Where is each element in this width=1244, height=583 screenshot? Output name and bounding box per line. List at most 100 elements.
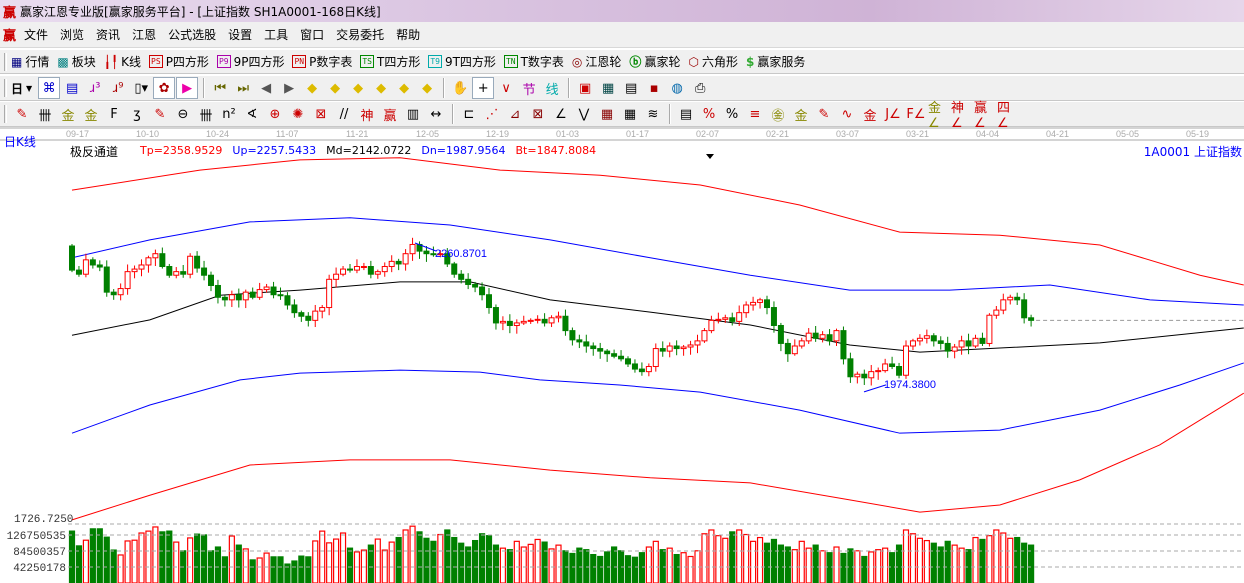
shrink-icon[interactable]: ◆ xyxy=(376,80,387,96)
section-icon[interactable]: 节 xyxy=(522,82,536,98)
menu-item[interactable]: 江恩 xyxy=(132,28,157,42)
table-icon[interactable]: ▤ xyxy=(679,106,693,122)
move-left-icon[interactable]: ◆ xyxy=(307,80,318,96)
grid-lines-icon[interactable]: 卌 xyxy=(38,108,52,124)
toolbar-button[interactable]: TN T数字表 xyxy=(503,53,564,70)
expand-h-icon[interactable]: ◆ xyxy=(353,80,364,96)
toolbar-button[interactable]: ⬡ 六角形 xyxy=(688,53,738,70)
toolbar-grip[interactable] xyxy=(4,79,7,97)
wave-icon[interactable]: ⋁ xyxy=(578,106,590,122)
toolbar-grip[interactable] xyxy=(4,52,7,71)
move-right-icon[interactable]: ◆ xyxy=(330,80,341,96)
toolbar-button[interactable]: ⓑ 赢家轮 xyxy=(629,53,680,70)
ruler-icon[interactable]: ▥ xyxy=(406,106,420,122)
percent-icon[interactable]: % xyxy=(725,106,739,122)
box-icon[interactable]: ⊠ xyxy=(315,106,327,122)
four-fan-icon[interactable]: 四∠ xyxy=(997,101,1011,131)
win-fan-icon[interactable]: 赢∠ xyxy=(974,101,988,131)
pct-levels-icon[interactable]: ≡ xyxy=(749,106,761,122)
square-icon[interactable]: n² xyxy=(222,106,236,122)
circle-icon[interactable]: ⊖ xyxy=(177,106,189,122)
toolbar-button[interactable]: $ 赢家服务 xyxy=(746,53,805,70)
god-fan-icon[interactable]: 神∠ xyxy=(951,101,965,131)
kline-chart[interactable]: 09-17 10-10 10-24 11-07 11-21 12-05 12-19 01-03… xyxy=(0,127,1244,583)
print-icon[interactable]: ⎙ xyxy=(694,80,706,96)
measure-icon[interactable]: ↔ xyxy=(430,106,442,122)
candle-type-icon[interactable]: ▯▾ xyxy=(134,80,149,96)
fib-icon[interactable]: F xyxy=(110,106,118,122)
indicator-3-icon[interactable]: ɹ³ xyxy=(89,80,101,96)
menu-item[interactable]: 工具 xyxy=(264,28,289,42)
menu-logo-icon[interactable]: 赢 xyxy=(3,29,17,44)
j-fan-icon[interactable]: J∠ xyxy=(885,106,901,122)
menu-item[interactable]: 文件 xyxy=(24,28,49,42)
overlay-icon[interactable]: ⌘ xyxy=(38,77,61,99)
gold-fan-icon[interactable]: 金∠ xyxy=(928,101,942,131)
gold-circle-icon[interactable]: ㊎ xyxy=(771,108,785,124)
web-icon[interactable]: ✺ xyxy=(292,106,304,122)
win-icon[interactable]: 赢 xyxy=(383,108,397,124)
gann-box-icon[interactable]: ⊠ xyxy=(532,106,544,122)
grid-2-icon[interactable]: ▦ xyxy=(623,106,637,122)
hatch-icon[interactable]: ≋ xyxy=(647,106,659,122)
gold-ratio-icon[interactable]: 金 xyxy=(61,108,75,124)
fan-box-icon[interactable]: ⊿ xyxy=(509,106,521,122)
zoom-in-icon[interactable]: ◆ xyxy=(399,80,410,96)
expand-v-icon[interactable]: ◆ xyxy=(422,80,433,96)
toolbar-grip[interactable] xyxy=(4,105,7,123)
menu-item[interactable]: 浏览 xyxy=(60,28,85,42)
toolbar-button[interactable]: PS P四方形 xyxy=(149,53,209,70)
menu-item[interactable]: 窗口 xyxy=(300,28,325,42)
angle-icon[interactable]: ∢ xyxy=(246,106,258,122)
f-fan-icon[interactable]: F∠ xyxy=(906,106,926,122)
calculator-icon[interactable]: ▦ xyxy=(602,80,615,96)
spiral-icon[interactable]: ʒ xyxy=(133,106,141,122)
gold-line-icon[interactable]: 金 xyxy=(863,108,877,124)
pivot-icon[interactable]: ∨ xyxy=(501,80,511,96)
hand-icon[interactable]: ✋ xyxy=(452,80,469,96)
save-icon[interactable]: ▪ xyxy=(649,80,659,96)
flag-icon[interactable]: ▶ xyxy=(176,77,199,99)
target-icon[interactable]: ⊕ xyxy=(269,106,281,122)
next-icon[interactable]: ▶ xyxy=(284,80,295,96)
sine-icon[interactable]: ∿ xyxy=(841,106,853,122)
last-icon[interactable]: ⏭ xyxy=(237,80,250,96)
slash-icon[interactable]: // xyxy=(339,106,349,122)
god-icon[interactable]: 神 xyxy=(360,108,374,124)
frame-icon[interactable]: ⊏ xyxy=(463,106,475,122)
network-icon[interactable]: ◍ xyxy=(671,80,683,96)
menu-item[interactable]: 交易委托 xyxy=(336,28,385,42)
menu-item[interactable]: 帮助 xyxy=(396,28,421,42)
toolbar-button[interactable]: ▩ 板块 xyxy=(57,53,95,70)
pattern-icon[interactable]: ✿ xyxy=(153,77,176,99)
grid-icon[interactable]: ▦ xyxy=(600,106,614,122)
crosshair-icon[interactable]: + xyxy=(472,77,495,99)
eraser-icon[interactable]: ✎ xyxy=(154,106,166,122)
indicator-9-icon[interactable]: ɹ⁹ xyxy=(112,80,124,96)
toolbar-button[interactable]: ◎ 江恩轮 xyxy=(572,53,622,70)
menu-item[interactable]: 公式选股 xyxy=(168,28,217,42)
parallel-icon[interactable]: 卌 xyxy=(199,108,213,124)
first-icon[interactable]: ⏮ xyxy=(214,80,227,96)
toolbar-button[interactable]: PN P数字表 xyxy=(292,53,352,70)
menu-item[interactable]: 设置 xyxy=(228,28,253,42)
pen-levels-icon[interactable]: ✎ xyxy=(818,106,830,122)
toolbar-button[interactable]: ▦ 行情 xyxy=(11,53,49,70)
period-dropdown[interactable]: 日 ▼ xyxy=(11,80,32,97)
fan-icon[interactable]: ⋰ xyxy=(485,106,499,122)
line-icon[interactable]: 线 xyxy=(545,82,559,98)
prev-icon[interactable]: ◀ xyxy=(261,80,272,96)
menu-item[interactable]: 资讯 xyxy=(96,28,121,42)
toolbar-button[interactable]: ╽╿ K线 xyxy=(104,53,141,70)
notes-icon[interactable]: ▤ xyxy=(66,80,79,96)
report-icon[interactable]: ▤ xyxy=(625,80,638,96)
gold-ratio-2-icon[interactable]: 金 xyxy=(84,108,98,124)
toolbar-button[interactable]: T9 9T四方形 xyxy=(428,53,496,70)
pct-line-icon[interactable]: % xyxy=(702,106,716,122)
pen-icon[interactable]: ✎ xyxy=(16,106,28,122)
toolbar-button[interactable]: TS T四方形 xyxy=(360,53,420,70)
gold-levels-icon[interactable]: 金 xyxy=(794,108,808,124)
calendar-icon[interactable]: ▣ xyxy=(579,80,592,96)
angle-fan-icon[interactable]: ∠ xyxy=(555,106,567,122)
toolbar-button[interactable]: P9 9P四方形 xyxy=(216,53,284,70)
